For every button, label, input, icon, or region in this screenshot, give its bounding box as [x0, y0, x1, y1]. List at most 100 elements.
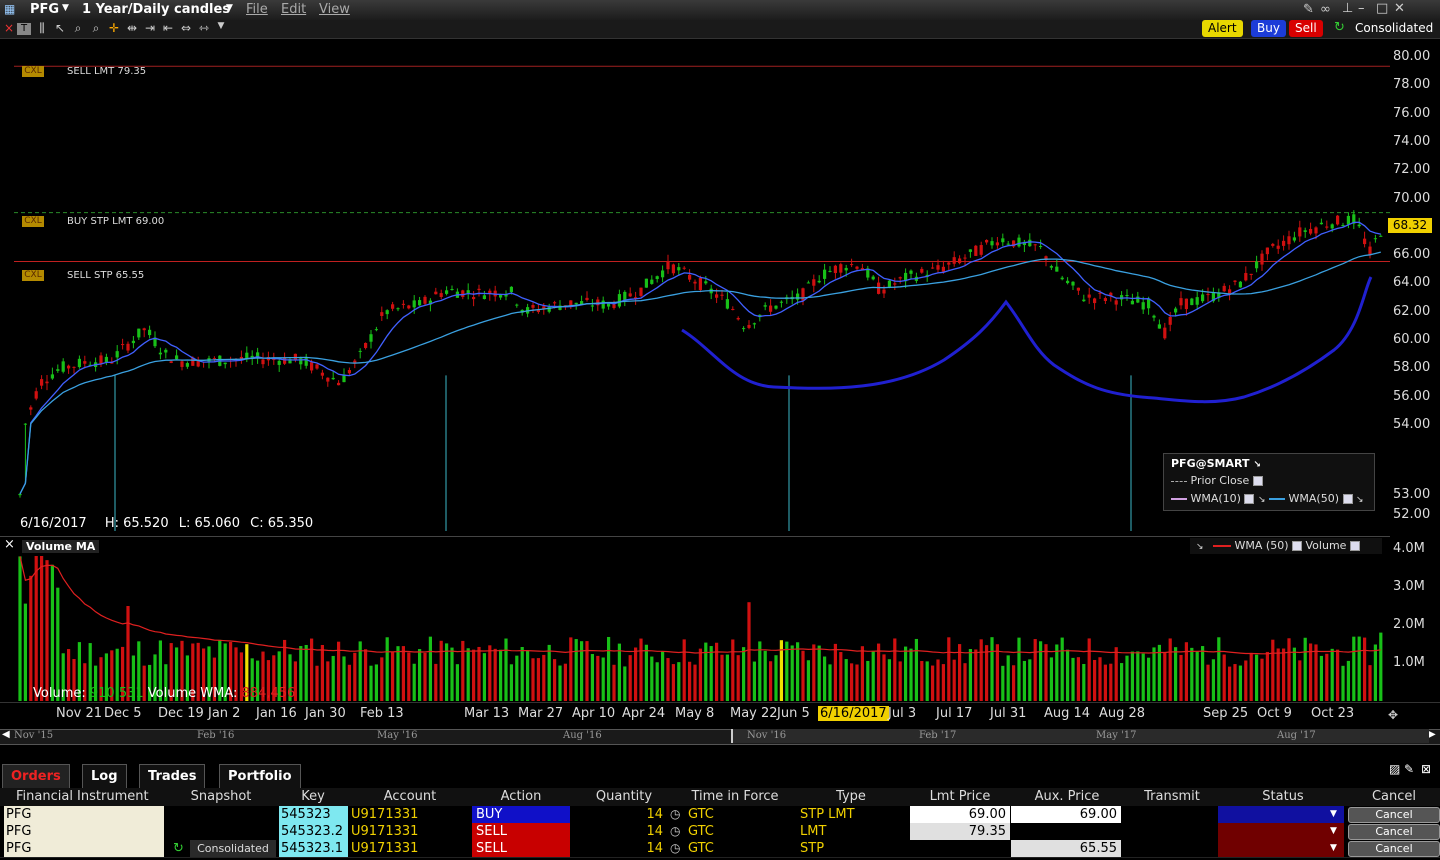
- column-header[interactable]: Lmt Price: [929, 789, 991, 804]
- text-tool-icon[interactable]: T: [17, 23, 31, 35]
- order-tif[interactable]: GTC: [688, 824, 714, 839]
- status-chevron-down-icon[interactable]: ▼: [1330, 826, 1337, 836]
- volume-legend-pin-icon[interactable]: ↘: [1196, 542, 1204, 552]
- compress-icon[interactable]: ⇥: [144, 21, 156, 35]
- menu-view[interactable]: View: [319, 2, 350, 17]
- cancel-button[interactable]: Cancel: [1348, 824, 1440, 840]
- period-icon[interactable]: ⇿: [198, 21, 210, 35]
- order-quantity[interactable]: 14: [646, 807, 663, 822]
- wma50-checkbox[interactable]: [1342, 494, 1353, 504]
- order-quantity[interactable]: 14: [646, 841, 663, 856]
- price-chart[interactable]: [14, 40, 1390, 531]
- cancel-order-button[interactable]: CXL: [22, 270, 44, 281]
- snapshot-button[interactable]: Consolidated: [190, 840, 276, 857]
- prior-close-checkbox[interactable]: [1252, 476, 1263, 486]
- move-icon[interactable]: ⇔: [180, 21, 192, 35]
- order-tif[interactable]: GTC: [688, 841, 714, 856]
- wma10-settings-icon[interactable]: ↘: [1257, 495, 1266, 505]
- volume-chart[interactable]: [14, 556, 1390, 701]
- toolbar-chevron-down-icon[interactable]: ▼: [217, 21, 225, 31]
- volume-legend[interactable]: ↘ WMA (50) Volume: [1190, 538, 1382, 554]
- order-action[interactable]: SELL: [472, 840, 570, 857]
- scroll-icon[interactable]: ⇹: [126, 21, 138, 35]
- order-aux-price[interactable]: [1011, 823, 1121, 840]
- vol-wma-checkbox[interactable]: [1292, 541, 1303, 551]
- order-type[interactable]: STP LMT: [800, 807, 855, 822]
- order-lmt-price[interactable]: 69.00: [910, 806, 1010, 823]
- cancel-button[interactable]: Cancel: [1348, 807, 1440, 823]
- wma10-checkbox[interactable]: [1244, 494, 1255, 504]
- expand-icon[interactable]: ⇤: [162, 21, 174, 35]
- column-header[interactable]: Account: [383, 789, 437, 804]
- clock-icon[interactable]: ◷: [670, 841, 681, 855]
- tab-log[interactable]: Log: [82, 764, 127, 789]
- minimize-icon[interactable]: –: [1358, 1, 1365, 16]
- wrench-icon[interactable]: ✎: [1303, 2, 1314, 17]
- order-action[interactable]: SELL: [472, 823, 570, 840]
- column-header[interactable]: Cancel: [1371, 789, 1417, 804]
- close-pane-icon[interactable]: ×: [3, 21, 15, 35]
- order-lmt-price[interactable]: 79.35: [910, 823, 1010, 840]
- order-aux-price[interactable]: 69.00: [1011, 806, 1121, 823]
- zoom-out-icon[interactable]: ⌕: [92, 21, 100, 35]
- column-header[interactable]: Aux. Price: [1034, 789, 1100, 804]
- timeframe-chevron-down-icon[interactable]: ▼: [226, 3, 233, 13]
- buy-button[interactable]: Buy: [1251, 20, 1286, 37]
- column-header[interactable]: Type: [836, 789, 866, 804]
- zoom-in-icon[interactable]: ⌕: [74, 21, 82, 35]
- settings-icon[interactable]: ✎: [1404, 762, 1415, 776]
- menu-file[interactable]: File: [246, 2, 268, 17]
- order-type[interactable]: STP: [800, 841, 825, 856]
- tab-trades[interactable]: Trades: [139, 764, 206, 789]
- order-action[interactable]: BUY: [472, 806, 570, 823]
- cancel-button[interactable]: Cancel: [1348, 841, 1440, 857]
- tab-portfolio[interactable]: Portfolio: [219, 764, 301, 789]
- order-line-label[interactable]: BUY STP LMT 69.00: [67, 216, 165, 227]
- clock-icon[interactable]: ◷: [670, 807, 681, 821]
- order-line-label[interactable]: SELL STP 65.55: [67, 270, 145, 281]
- legend-pin-icon[interactable]: ↘: [1253, 460, 1261, 470]
- lock-icon[interactable]: ⊠: [1421, 762, 1432, 776]
- order-tif[interactable]: GTC: [688, 807, 714, 822]
- order-quantity[interactable]: 14: [646, 824, 663, 839]
- pin-icon[interactable]: ⊥: [1342, 1, 1354, 16]
- navigator-thumb[interactable]: [731, 729, 1429, 743]
- volume-checkbox[interactable]: [1349, 541, 1360, 551]
- cancel-order-button[interactable]: CXL: [22, 216, 44, 227]
- menu-edit[interactable]: Edit: [281, 2, 307, 17]
- chart-legend[interactable]: PFG@SMART ↘ Prior Close WMA(10) ↘ WMA(50…: [1163, 453, 1375, 511]
- symbol-chevron-down-icon[interactable]: ▼: [62, 3, 69, 13]
- sell-button[interactable]: Sell: [1289, 20, 1323, 37]
- order-type[interactable]: LMT: [800, 824, 827, 839]
- alert-button[interactable]: Alert: [1202, 20, 1243, 37]
- crosshair-icon[interactable]: ✛: [108, 21, 120, 35]
- symbol-dropdown[interactable]: PFG: [30, 2, 60, 17]
- column-header[interactable]: Transmit: [1144, 789, 1200, 804]
- column-header[interactable]: Status: [1262, 789, 1304, 804]
- clock-icon[interactable]: ◷: [670, 824, 681, 838]
- order-aux-price[interactable]: 65.55: [1011, 840, 1121, 857]
- bar-style-icon[interactable]: ⫼: [39, 21, 45, 35]
- column-header[interactable]: Action: [500, 789, 542, 804]
- timeframe-dropdown[interactable]: 1 Year/Daily candles: [82, 2, 231, 17]
- status-chevron-down-icon[interactable]: ▼: [1330, 809, 1337, 819]
- cancel-order-button[interactable]: CXL: [22, 66, 44, 77]
- order-line-label[interactable]: SELL LMT 79.35: [67, 66, 147, 77]
- page-icon[interactable]: ▨: [1389, 762, 1401, 776]
- cursor-icon[interactable]: ↖: [54, 21, 66, 35]
- maximize-icon[interactable]: □: [1376, 1, 1389, 16]
- column-header[interactable]: Financial Instrument: [16, 789, 149, 804]
- status-chevron-down-icon[interactable]: ▼: [1330, 843, 1337, 853]
- navigator-left-arrow-icon[interactable]: ◀: [2, 729, 10, 740]
- axis-scroll-icon[interactable]: ✥: [1388, 708, 1399, 722]
- column-header[interactable]: Quantity: [595, 789, 653, 804]
- column-header[interactable]: Key: [301, 789, 325, 804]
- column-header[interactable]: Time in Force: [691, 789, 779, 804]
- link-icon[interactable]: ∞: [1320, 2, 1331, 17]
- close-icon[interactable]: ✕: [1394, 1, 1405, 16]
- close-volume-pane-icon[interactable]: ×: [4, 537, 15, 552]
- order-lmt-price[interactable]: [910, 840, 1010, 857]
- snapshot-refresh-icon[interactable]: ↻: [173, 841, 184, 856]
- navigator-right-arrow-icon[interactable]: ▶: [1428, 729, 1436, 740]
- tab-orders[interactable]: Orders: [2, 764, 70, 789]
